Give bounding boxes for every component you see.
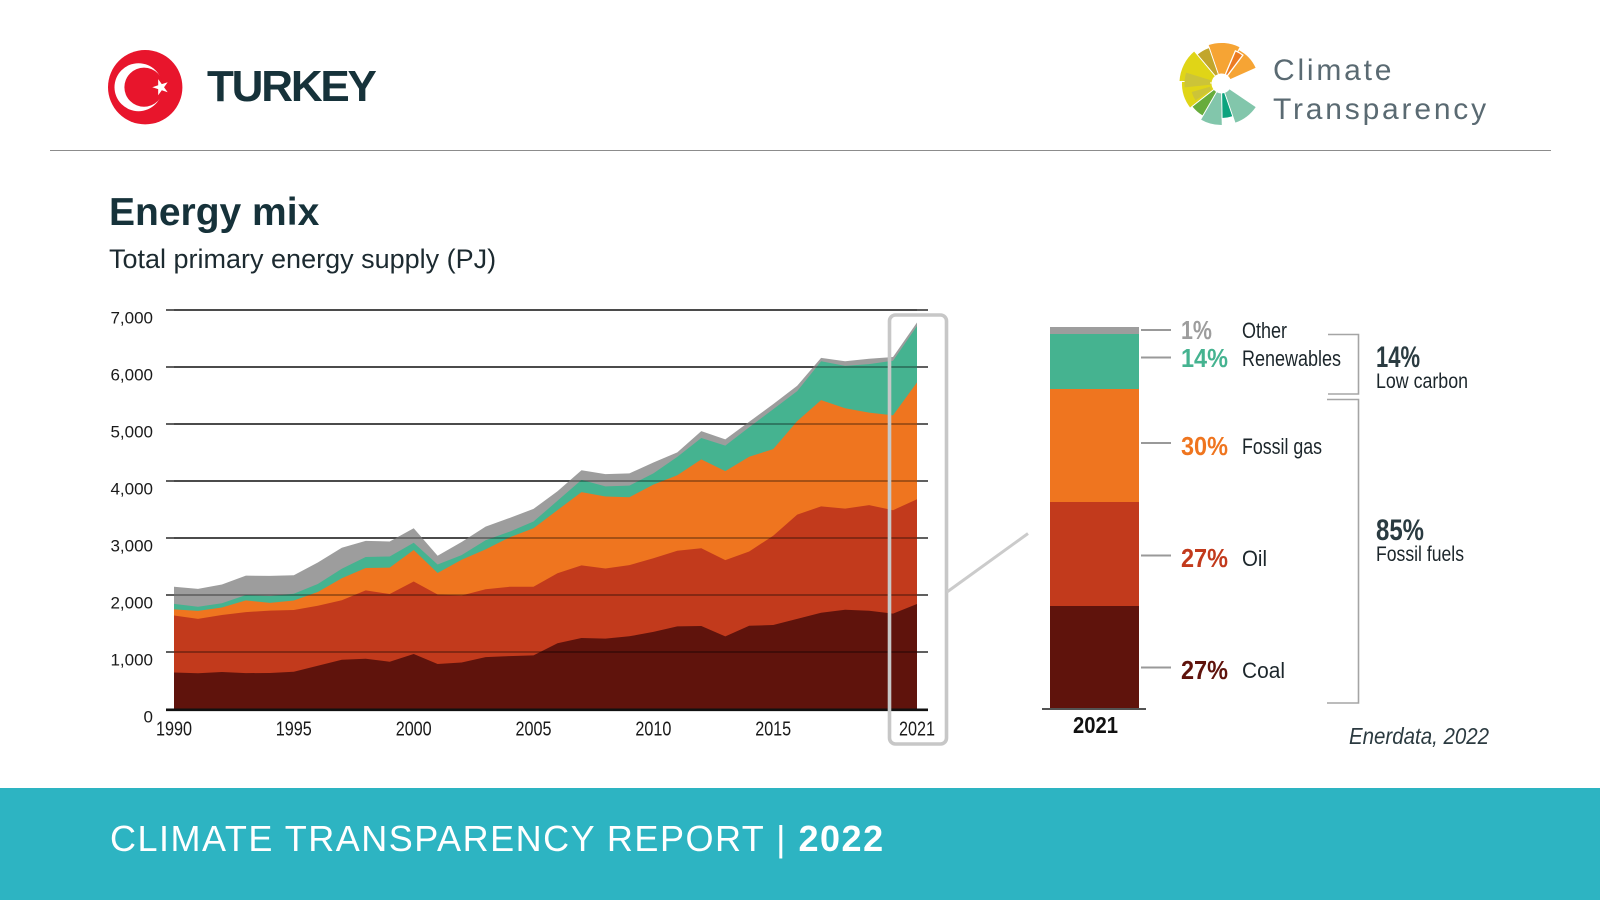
svg-text:2010: 2010: [635, 719, 671, 741]
svg-text:2,000: 2,000: [110, 594, 153, 613]
svg-text:Oil: Oil: [1242, 546, 1267, 571]
svg-text:5,000: 5,000: [110, 423, 153, 442]
svg-text:1,000: 1,000: [110, 651, 153, 670]
svg-text:Fossil gas: Fossil gas: [1242, 434, 1322, 459]
svg-text:2015: 2015: [755, 719, 791, 741]
svg-text:2021: 2021: [1073, 712, 1118, 738]
svg-text:Enerdata, 2022: Enerdata, 2022: [1349, 723, 1489, 749]
svg-text:27%: 27%: [1181, 655, 1228, 685]
svg-text:85%: 85%: [1376, 514, 1424, 547]
svg-text:2005: 2005: [516, 719, 552, 741]
svg-text:14%: 14%: [1181, 343, 1228, 373]
svg-text:1990: 1990: [156, 719, 192, 741]
svg-text:1995: 1995: [276, 719, 312, 741]
svg-text:4,000: 4,000: [110, 480, 153, 499]
svg-text:30%: 30%: [1181, 431, 1228, 461]
svg-text:Renewables: Renewables: [1242, 346, 1341, 371]
svg-text:14%: 14%: [1376, 341, 1420, 374]
svg-text:0: 0: [144, 708, 153, 727]
svg-text:2000: 2000: [396, 719, 432, 741]
svg-text:2021: 2021: [899, 719, 935, 741]
svg-text:Other: Other: [1242, 318, 1287, 343]
svg-text:1%: 1%: [1181, 315, 1212, 345]
svg-text:6,000: 6,000: [110, 366, 153, 385]
svg-text:3,000: 3,000: [110, 537, 153, 556]
svg-text:Low carbon: Low carbon: [1376, 370, 1468, 393]
svg-text:7,000: 7,000: [110, 309, 153, 328]
svg-text:Coal: Coal: [1242, 658, 1285, 683]
svg-text:27%: 27%: [1181, 543, 1228, 573]
svg-text:Fossil fuels: Fossil fuels: [1376, 543, 1464, 566]
